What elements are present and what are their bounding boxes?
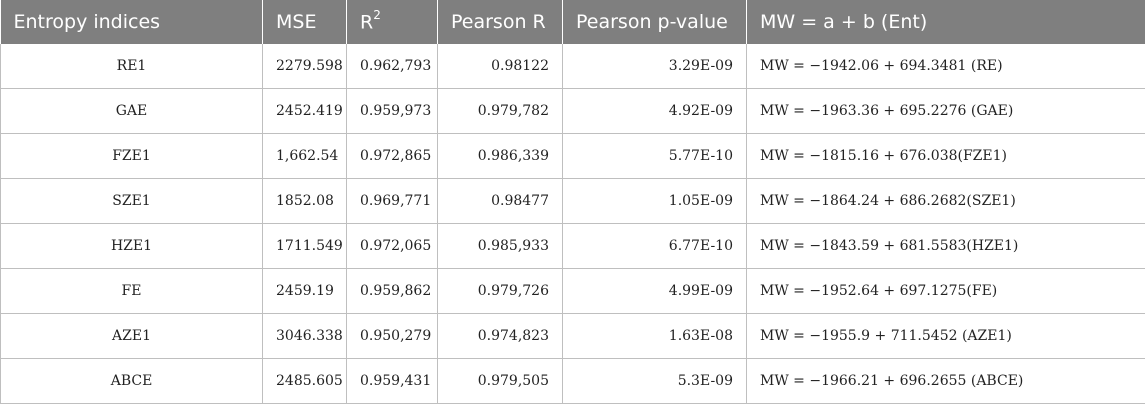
cell-mse: 1,662.54: [262, 133, 347, 179]
cell-r2: 0.972,865: [346, 133, 438, 179]
header-r2-base: R: [360, 11, 374, 34]
cell-entropy: ABCE: [0, 358, 263, 404]
header-pearson-r: Pearson R: [437, 0, 563, 44]
cell-pearson-r: 0.985,933: [437, 223, 563, 269]
cell-entropy: GAE: [0, 88, 263, 134]
header-pearson-p-value: Pearson p-value: [562, 0, 747, 44]
cell-r2: 0.969,771: [346, 178, 438, 224]
header-entropy-indices: Entropy indices: [0, 0, 263, 44]
cell-model: MW = −1955.9 + 711.5452 (AZE1): [746, 313, 1145, 359]
cell-mse: 2485.605: [262, 358, 347, 404]
header-r2: R2: [346, 0, 438, 44]
cell-mse: 3046.338: [262, 313, 347, 359]
header-row: Entropy indices MSE R2 Pearson R Pearson…: [0, 0, 1145, 44]
cell-entropy: AZE1: [0, 313, 263, 359]
cell-pearson-p: 4.92E-09: [562, 88, 747, 134]
table-row: GAE 2452.419 0.959,973 0.979,782 4.92E-0…: [0, 88, 1145, 134]
table-row: ABCE 2485.605 0.959,431 0.979,505 5.3E-0…: [0, 358, 1145, 404]
cell-pearson-p: 1.63E-08: [562, 313, 747, 359]
cell-mse: 2279.598: [262, 44, 347, 89]
cell-r2: 0.959,973: [346, 88, 438, 134]
cell-pearson-p: 5.77E-10: [562, 133, 747, 179]
cell-pearson-p: 5.3E-09: [562, 358, 747, 404]
table-row: HZE1 1711.549 0.972,065 0.985,933 6.77E-…: [0, 223, 1145, 269]
cell-entropy: FE: [0, 268, 263, 314]
table-body: RE1 2279.598 0.962,793 0.98122 3.29E-09 …: [0, 44, 1145, 404]
cell-entropy: SZE1: [0, 178, 263, 224]
cell-pearson-r: 0.979,505: [437, 358, 563, 404]
cell-model: MW = −1815.16 + 676.038(FZE1): [746, 133, 1145, 179]
cell-entropy: FZE1: [0, 133, 263, 179]
cell-model: MW = −1843.59 + 681.5583(HZE1): [746, 223, 1145, 269]
cell-pearson-r: 0.98122: [437, 44, 563, 89]
cell-r2: 0.959,431: [346, 358, 438, 404]
cell-r2: 0.962,793: [346, 44, 438, 89]
header-r2-superscript: 2: [373, 8, 381, 23]
cell-model: MW = −1966.21 + 696.2655 (ABCE): [746, 358, 1145, 404]
cell-pearson-p: 1.05E-09: [562, 178, 747, 224]
table-row: RE1 2279.598 0.962,793 0.98122 3.29E-09 …: [0, 44, 1145, 89]
cell-pearson-p: 4.99E-09: [562, 268, 747, 314]
cell-mse: 1852.08: [262, 178, 347, 224]
table-row: SZE1 1852.08 0.969,771 0.98477 1.05E-09 …: [0, 178, 1145, 224]
cell-entropy: RE1: [0, 44, 263, 89]
table-row: AZE1 3046.338 0.950,279 0.974,823 1.63E-…: [0, 313, 1145, 359]
cell-model: MW = −1963.36 + 695.2276 (GAE): [746, 88, 1145, 134]
cell-r2: 0.959,862: [346, 268, 438, 314]
cell-mse: 2452.419: [262, 88, 347, 134]
cell-pearson-p: 6.77E-10: [562, 223, 747, 269]
cell-pearson-r: 0.979,726: [437, 268, 563, 314]
cell-r2: 0.972,065: [346, 223, 438, 269]
table-row: FZE1 1,662.54 0.972,865 0.986,339 5.77E-…: [0, 133, 1145, 179]
cell-model: MW = −1942.06 + 694.3481 (RE): [746, 44, 1145, 89]
cell-r2: 0.950,279: [346, 313, 438, 359]
table-header: Entropy indices MSE R2 Pearson R Pearson…: [0, 0, 1145, 44]
cell-pearson-r: 0.979,782: [437, 88, 563, 134]
cell-entropy: HZE1: [0, 223, 263, 269]
cell-mse: 1711.549: [262, 223, 347, 269]
cell-pearson-p: 3.29E-09: [562, 44, 747, 89]
cell-mse: 2459.19: [262, 268, 347, 314]
cell-pearson-r: 0.986,339: [437, 133, 563, 179]
header-mse: MSE: [262, 0, 347, 44]
cell-pearson-r: 0.974,823: [437, 313, 563, 359]
cell-model: MW = −1864.24 + 686.2682(SZE1): [746, 178, 1145, 224]
header-model-equation: MW = a + b (Ent): [746, 0, 1145, 44]
table-row: FE 2459.19 0.959,862 0.979,726 4.99E-09 …: [0, 268, 1145, 314]
cell-pearson-r: 0.98477: [437, 178, 563, 224]
cell-model: MW = −1952.64 + 697.1275(FE): [746, 268, 1145, 314]
